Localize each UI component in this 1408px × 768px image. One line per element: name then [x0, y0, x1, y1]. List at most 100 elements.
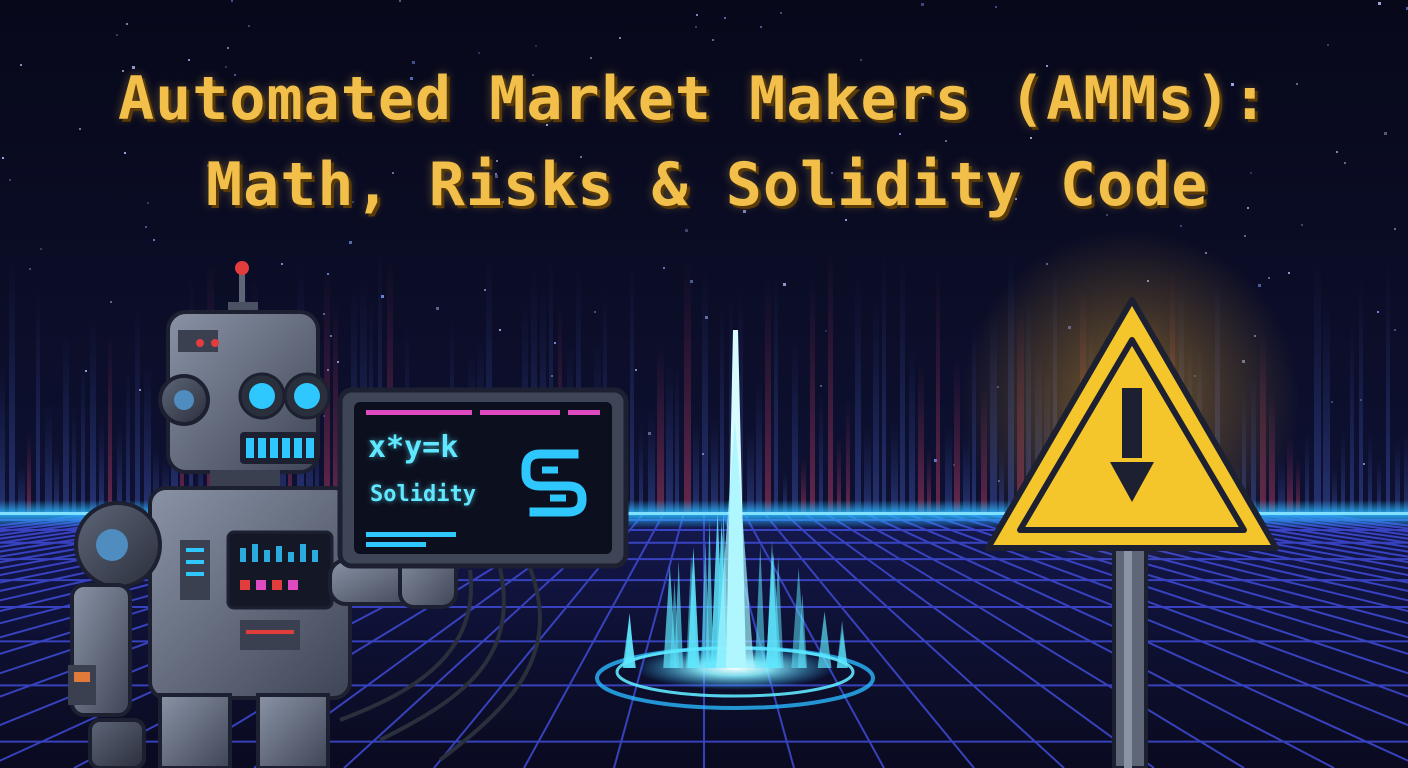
star: [124, 152, 126, 154]
star: [116, 34, 118, 36]
data-bar: [36, 289, 40, 512]
data-bar: [630, 255, 634, 512]
grid-line: [0, 511, 270, 558]
star: [1406, 7, 1408, 10]
star: [945, 140, 947, 142]
data-bar: [810, 277, 815, 512]
data-bar: [936, 269, 940, 512]
data-bar: [387, 258, 393, 512]
data-bar: [927, 446, 931, 512]
data-bar: [864, 425, 871, 512]
energy-spike: [700, 540, 710, 668]
grid-line: [901, 511, 1408, 698]
star: [845, 219, 847, 221]
data-bar: [1395, 437, 1400, 512]
data-bar: [909, 343, 915, 512]
star: [1268, 277, 1270, 279]
grid-line: [742, 511, 885, 768]
data-bar: [1332, 465, 1337, 512]
star: [207, 164, 210, 167]
data-bar: [1296, 458, 1300, 512]
data-bar: [81, 358, 85, 512]
star: [724, 17, 726, 19]
star: [663, 267, 665, 269]
star: [825, 330, 827, 332]
energy-spike: [836, 630, 848, 668]
star: [580, 156, 582, 158]
data-bar: [918, 362, 924, 512]
data-bar: [801, 456, 806, 512]
star: [1377, 311, 1379, 313]
data-bar: [99, 415, 104, 512]
data-bar: [1368, 430, 1372, 512]
star: [554, 342, 556, 344]
data-bar: [873, 295, 879, 512]
data-bar: [756, 379, 762, 512]
star: [126, 23, 128, 25]
star: [502, 201, 504, 203]
star: [1394, 228, 1396, 230]
energy-spike: [624, 613, 635, 668]
grid-line: [0, 511, 290, 564]
star: [1344, 162, 1346, 164]
data-bar: [657, 343, 664, 512]
grid-line: [921, 511, 1408, 675]
star: [1336, 151, 1338, 153]
data-bar: [711, 417, 718, 512]
star: [399, 0, 401, 2]
data-bar: [18, 464, 25, 512]
data-bar: [783, 469, 787, 512]
star: [1030, 137, 1032, 139]
data-bar: [1287, 436, 1293, 512]
energy-spike: [674, 560, 684, 668]
star: [410, 77, 413, 80]
star: [9, 179, 11, 181]
star: [1288, 272, 1290, 274]
star: [635, 369, 637, 371]
data-bar: [1278, 458, 1285, 512]
star: [147, 202, 149, 204]
star: [478, 52, 480, 54]
grid-line: [1079, 511, 1408, 577]
star: [1301, 224, 1303, 226]
star: [1296, 83, 1298, 85]
star: [20, 64, 22, 66]
grid-line: [822, 511, 1245, 768]
star: [330, 335, 332, 337]
grid-line: [841, 511, 1335, 768]
star: [1327, 44, 1329, 46]
star: [696, 14, 698, 16]
data-bar: [882, 249, 886, 512]
grid-line: [1098, 511, 1408, 570]
star: [434, 121, 436, 123]
star: [783, 283, 786, 286]
star: [1247, 207, 1249, 209]
energy-spike: [797, 593, 808, 668]
star: [1378, 2, 1381, 5]
data-bar: [855, 275, 861, 512]
star: [225, 66, 227, 68]
solidity-s-logo-icon: [521, 449, 587, 517]
monitor-cables: [339, 567, 542, 762]
star: [1231, 83, 1234, 86]
energy-spike: [817, 611, 832, 668]
star: [860, 59, 862, 61]
star: [590, 57, 592, 59]
data-bar: [54, 449, 59, 512]
star: [392, 172, 394, 174]
star: [695, 26, 697, 28]
data-bar: [1377, 457, 1381, 512]
star: [1363, 463, 1365, 465]
data-bar: [1350, 319, 1354, 512]
data-bar: [63, 329, 69, 512]
data-bar: [702, 269, 708, 512]
star: [995, 6, 997, 8]
star: [1046, 65, 1048, 67]
grid-line: [1138, 511, 1408, 558]
data-bar: [720, 303, 724, 512]
grid-line: [613, 511, 686, 768]
data-bar: [819, 393, 823, 512]
data-bar: [792, 335, 798, 512]
data-bar: [1386, 262, 1390, 512]
